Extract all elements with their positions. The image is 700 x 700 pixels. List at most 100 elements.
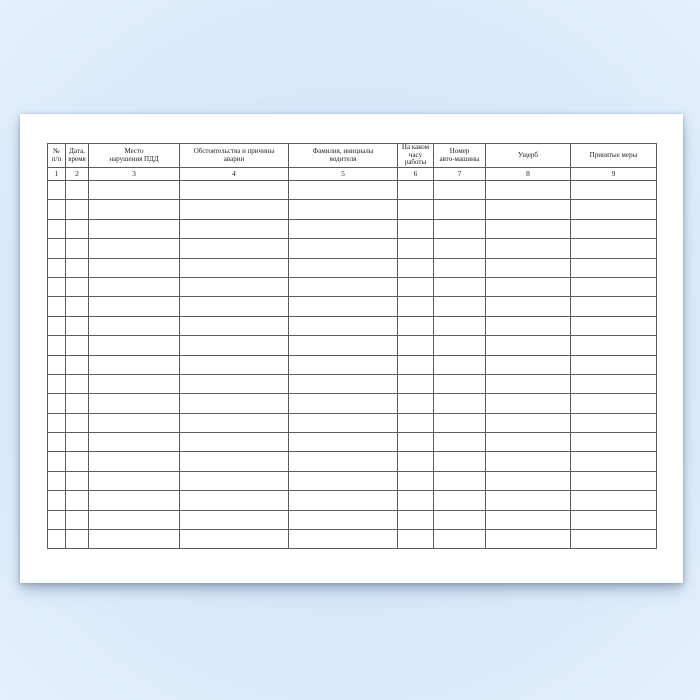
empty-cell — [433, 451, 486, 472]
empty-cell — [288, 451, 398, 472]
table-row — [47, 393, 657, 414]
empty-cell — [433, 335, 486, 356]
empty-cell — [397, 509, 434, 531]
empty-cell — [288, 238, 398, 259]
empty-cell — [288, 199, 398, 220]
empty-cell — [485, 393, 571, 414]
empty-cell — [65, 470, 89, 492]
empty-cell — [288, 412, 398, 434]
empty-cell — [179, 490, 289, 511]
empty-cell — [485, 238, 571, 259]
empty-cell — [47, 509, 66, 531]
empty-cell — [485, 470, 571, 492]
empty-cell — [433, 509, 486, 531]
empty-cell — [570, 432, 657, 453]
table-row — [47, 470, 657, 492]
empty-cell — [47, 179, 66, 201]
empty-cell — [65, 315, 89, 337]
empty-cell — [65, 509, 89, 531]
empty-cell — [179, 529, 289, 550]
column-number: 7 — [433, 167, 486, 181]
empty-cell — [47, 451, 66, 472]
empty-cell — [179, 238, 289, 259]
empty-cell — [397, 238, 434, 259]
empty-cell — [570, 276, 657, 298]
column-header-damage: Ущерб — [485, 143, 571, 168]
empty-cell — [47, 296, 66, 317]
table-row — [47, 296, 657, 317]
empty-cell — [88, 296, 180, 317]
table-row — [47, 218, 657, 240]
empty-cell — [288, 257, 398, 278]
empty-cell — [47, 393, 66, 414]
empty-cell — [570, 335, 657, 356]
empty-cell — [47, 412, 66, 434]
empty-cell — [47, 238, 66, 259]
empty-cell — [88, 257, 180, 278]
empty-cell — [397, 451, 434, 472]
empty-cell — [47, 257, 66, 278]
empty-cell — [47, 373, 66, 395]
empty-cell — [47, 218, 66, 240]
empty-cell — [433, 354, 486, 375]
empty-cell — [65, 373, 89, 395]
empty-cell — [88, 335, 180, 356]
empty-cell — [65, 296, 89, 317]
empty-cell — [179, 218, 289, 240]
empty-cell — [570, 218, 657, 240]
empty-cell — [47, 432, 66, 453]
empty-cell — [397, 296, 434, 317]
empty-cell — [288, 529, 398, 550]
column-number: 3 — [88, 167, 180, 181]
empty-cell — [65, 257, 89, 278]
empty-cell — [485, 412, 571, 434]
empty-cell — [179, 276, 289, 298]
table-body — [47, 179, 657, 550]
empty-cell — [570, 373, 657, 395]
empty-cell — [288, 179, 398, 201]
empty-cell — [65, 238, 89, 259]
empty-cell — [570, 354, 657, 375]
table-row — [47, 451, 657, 472]
empty-cell — [397, 529, 434, 550]
empty-cell — [570, 315, 657, 337]
empty-cell — [485, 257, 571, 278]
column-number: 6 — [397, 167, 434, 181]
empty-cell — [433, 218, 486, 240]
empty-cell — [397, 218, 434, 240]
empty-cell — [570, 451, 657, 472]
table-row — [47, 490, 657, 511]
empty-cell — [88, 451, 180, 472]
empty-cell — [397, 199, 434, 220]
column-number-row: 1 2 3 4 5 6 7 8 9 — [47, 167, 657, 181]
journal-table: № п/п Дата, время Место нарушения ПДД Об… — [47, 143, 657, 550]
empty-cell — [485, 296, 571, 317]
empty-cell — [433, 393, 486, 414]
table-row — [47, 529, 657, 550]
empty-cell — [88, 354, 180, 375]
empty-cell — [288, 470, 398, 492]
empty-cell — [288, 218, 398, 240]
empty-cell — [65, 179, 89, 201]
empty-cell — [65, 393, 89, 414]
empty-cell — [47, 490, 66, 511]
empty-cell — [485, 179, 571, 201]
empty-cell — [65, 432, 89, 453]
empty-cell — [485, 199, 571, 220]
empty-cell — [433, 238, 486, 259]
table-row — [47, 373, 657, 395]
empty-cell — [433, 412, 486, 434]
empty-cell — [179, 373, 289, 395]
empty-cell — [485, 490, 571, 511]
column-number: 4 — [179, 167, 289, 181]
empty-cell — [397, 490, 434, 511]
empty-cell — [397, 393, 434, 414]
table-row — [47, 257, 657, 278]
empty-cell — [570, 412, 657, 434]
column-header-driver-name: Фамилия, инициалы водителя — [288, 143, 398, 168]
empty-cell — [179, 451, 289, 472]
empty-cell — [485, 218, 571, 240]
empty-cell — [397, 470, 434, 492]
empty-cell — [570, 529, 657, 550]
column-header-index: № п/п — [47, 143, 66, 168]
